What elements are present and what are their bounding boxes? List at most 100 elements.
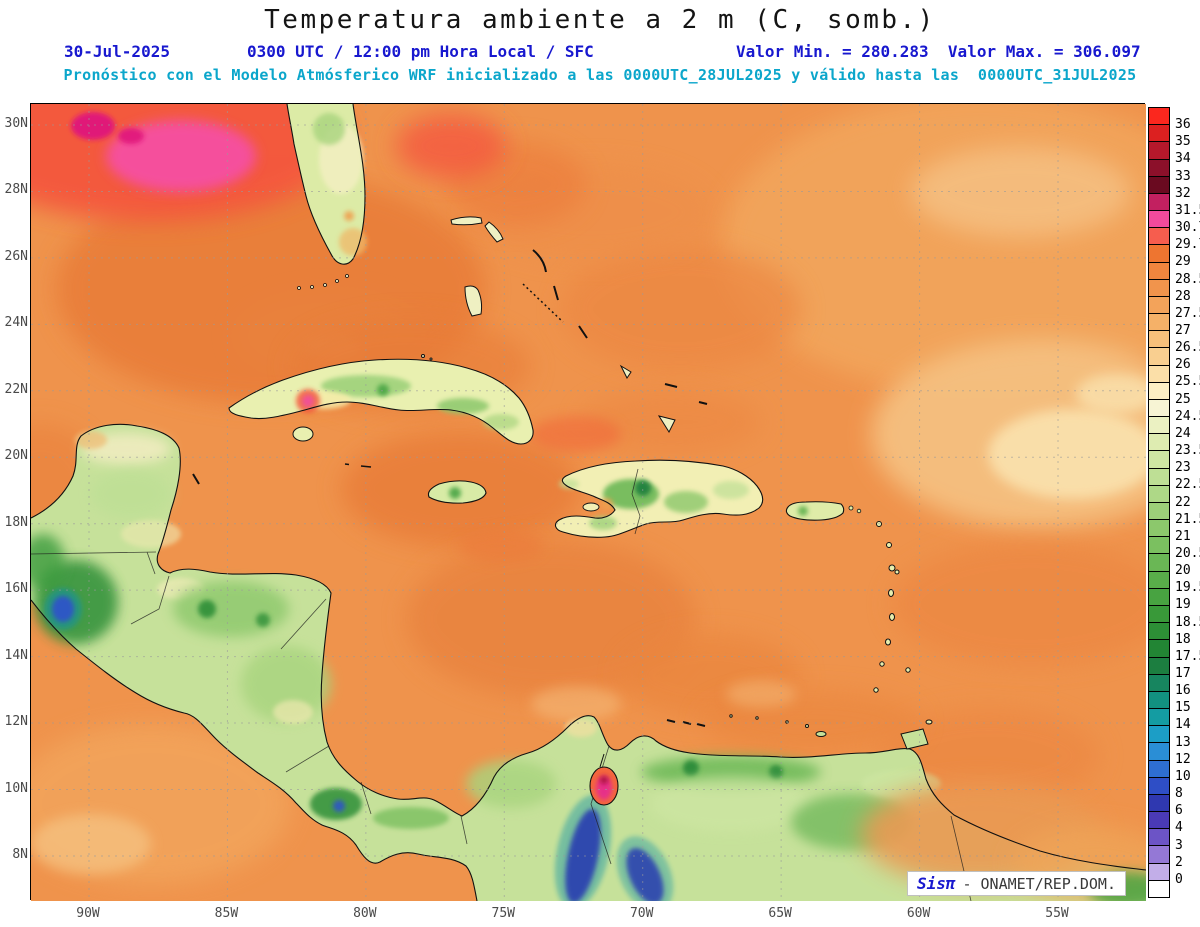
colorbar-tick-label: 33 bbox=[1175, 168, 1191, 184]
colorbar-tick-label: 28.5 bbox=[1175, 271, 1200, 287]
colorbar-tick-label: 17 bbox=[1175, 666, 1191, 682]
colorbar-swatch bbox=[1149, 880, 1169, 897]
colorbar-tick-label: 15 bbox=[1175, 700, 1191, 716]
colorbar-swatch bbox=[1149, 279, 1169, 297]
colorbar-swatch bbox=[1149, 863, 1169, 881]
colorbar-tick-label: 4 bbox=[1175, 820, 1183, 836]
lat-tick-label: 16N bbox=[4, 581, 28, 597]
colorbar-swatch bbox=[1149, 468, 1169, 486]
lat-tick-label: 8N bbox=[12, 846, 28, 862]
colorbar-tick-label: 0 bbox=[1175, 871, 1183, 887]
model-forecast-line: Pronóstico con el Modelo Atmósferico WRF… bbox=[63, 66, 1137, 84]
colorbar-swatch bbox=[1149, 331, 1169, 349]
colorbar-tick-label: 21.5 bbox=[1175, 511, 1200, 527]
colorbar-tick-label: 12 bbox=[1175, 751, 1191, 767]
isla-juventud bbox=[292, 426, 314, 442]
cozumel-island bbox=[192, 473, 200, 485]
central-south-america-landmass bbox=[31, 423, 1146, 901]
colorbar-swatch bbox=[1149, 605, 1169, 624]
lon-tick-label: 85W bbox=[214, 906, 239, 921]
colorbar-swatch bbox=[1149, 674, 1169, 692]
lat-tick-label: 30N bbox=[4, 116, 28, 131]
colorbar-swatch bbox=[1149, 794, 1169, 813]
colorbar-tick-label: 18.5 bbox=[1175, 614, 1200, 630]
colorbar-swatch bbox=[1149, 125, 1169, 143]
colorbar-tick-label: 14 bbox=[1175, 717, 1191, 733]
colorbar-swatch bbox=[1149, 262, 1169, 280]
colorbar-swatch bbox=[1149, 502, 1169, 521]
colorbar-tick-label: 16 bbox=[1175, 683, 1191, 699]
hispaniola-landmass bbox=[554, 459, 764, 538]
colorbar-swatch bbox=[1149, 829, 1169, 847]
colorbar-tick-label: 30.7 bbox=[1175, 220, 1200, 236]
lat-tick-label: 28N bbox=[4, 182, 28, 198]
colorbar-swatch bbox=[1149, 846, 1169, 864]
lon-tick-label: 60W bbox=[906, 906, 931, 921]
temperature-map-svg bbox=[31, 104, 1146, 901]
colorbar-swatch bbox=[1149, 760, 1169, 778]
colorbar-tick-label: 3 bbox=[1175, 837, 1183, 853]
colorbar-swatch bbox=[1149, 743, 1169, 761]
map-canvas: Sisπ - ONAMET/REP.DOM. bbox=[30, 103, 1146, 901]
lesser-antilles-islands bbox=[192, 473, 933, 750]
attribution-text: - ONAMET/REP.DOM. bbox=[962, 875, 1116, 893]
lat-tick-label: 22N bbox=[4, 381, 28, 397]
trinidad-island bbox=[900, 728, 929, 750]
colorbar-tick-label: 22.5 bbox=[1175, 477, 1200, 493]
colorbar-tick-label: 6 bbox=[1175, 803, 1183, 819]
gonave-island bbox=[582, 502, 600, 512]
colorbar-tick-label: 23.5 bbox=[1175, 443, 1200, 459]
colorbar-tick-label: 23 bbox=[1175, 460, 1191, 476]
bahamas-islands bbox=[421, 216, 708, 434]
florida-keys bbox=[297, 274, 349, 290]
colorbar-swatch bbox=[1149, 245, 1169, 263]
margarita-island bbox=[815, 731, 827, 737]
jamaica-landmass bbox=[427, 480, 487, 504]
colorbar-tick-label: 13 bbox=[1175, 734, 1191, 750]
colorbar-swatch bbox=[1149, 657, 1169, 675]
colorbar-swatch bbox=[1149, 108, 1169, 126]
colorbar-swatch bbox=[1149, 485, 1169, 503]
colorbar-tick-label: 2 bbox=[1175, 854, 1183, 870]
lat-tick-label: 24N bbox=[4, 315, 28, 331]
colorbar-swatch bbox=[1149, 812, 1169, 830]
colorbar-swatch bbox=[1149, 623, 1169, 641]
lon-tick-label: 90W bbox=[76, 906, 100, 921]
colorbar-tick-label: 26.5 bbox=[1175, 340, 1200, 356]
colorbar-tick-label: 34 bbox=[1175, 151, 1191, 167]
colorbar-tick-label: 25 bbox=[1175, 391, 1191, 407]
haiti-dr-border bbox=[631, 468, 641, 535]
colorbar-swatch bbox=[1149, 159, 1169, 177]
colorbar-swatch bbox=[1149, 640, 1169, 658]
colorbar-swatch bbox=[1149, 777, 1169, 795]
colorbar-swatch bbox=[1149, 176, 1169, 194]
colorbar-swatch bbox=[1149, 709, 1169, 727]
colorbar-swatch bbox=[1149, 691, 1169, 710]
page-title: Temperatura ambiente a 2 m (C, somb.) bbox=[264, 5, 936, 35]
colorbar-swatch bbox=[1149, 296, 1169, 315]
abc-islands bbox=[666, 719, 706, 727]
colorbar-tick-label: 35 bbox=[1175, 134, 1191, 150]
colorbar-tick-label: 20 bbox=[1175, 563, 1191, 579]
colorbar-tick-label: 29.7 bbox=[1175, 237, 1200, 253]
colorbar-tick-label: 32 bbox=[1175, 185, 1191, 201]
cayman-islands bbox=[344, 463, 372, 468]
colorbar-tick-label: 8 bbox=[1175, 786, 1183, 802]
colorbar-tick-label: 19.5 bbox=[1175, 580, 1200, 596]
colorbar-swatch bbox=[1149, 726, 1169, 744]
colorbar-swatch bbox=[1149, 211, 1169, 229]
colorbar-swatch bbox=[1149, 399, 1169, 418]
forecast-time-info: 0300 UTC / 12:00 pm Hora Local / SFC bbox=[247, 42, 594, 61]
lon-tick-label: 75W bbox=[491, 906, 516, 921]
attribution-badge: Sisπ - ONAMET/REP.DOM. bbox=[906, 871, 1126, 896]
lon-tick-label: 55W bbox=[1045, 906, 1069, 921]
colorbar-tick-label: 18 bbox=[1175, 631, 1191, 647]
colorbar-tick-label: 24.5 bbox=[1175, 408, 1200, 424]
lat-tick-label: 18N bbox=[4, 514, 28, 530]
lon-tick-label: 80W bbox=[353, 906, 377, 921]
colorbar-tick-label: 20.5 bbox=[1175, 545, 1200, 561]
colorbar-swatch bbox=[1149, 314, 1169, 332]
lat-tick-label: 12N bbox=[4, 714, 28, 730]
colorbar-swatch bbox=[1149, 434, 1169, 452]
